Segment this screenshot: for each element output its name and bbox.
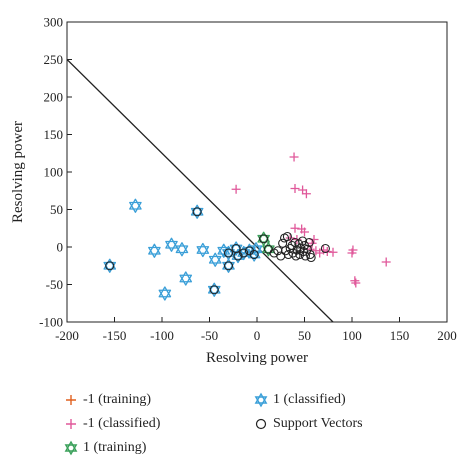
point-1-classified xyxy=(290,184,300,193)
point-1-classified xyxy=(290,223,300,233)
point-support-vectors xyxy=(209,285,219,295)
y-tick-label: 150 xyxy=(44,127,64,142)
point-1-classified xyxy=(175,242,189,257)
point-1-classified xyxy=(351,278,361,288)
x-tick-label: -100 xyxy=(150,328,174,343)
point-1-classified xyxy=(298,185,308,195)
y-tick-label: 0 xyxy=(57,240,64,255)
tick-labels: -200 -150 -100 -50 0 50 100 150 200 -100 -50 0 50 100… xyxy=(39,15,457,344)
point-1-classified xyxy=(322,247,332,256)
point-support-vectors xyxy=(239,248,249,258)
point-support-vectors xyxy=(282,231,292,242)
x-tick-label: 150 xyxy=(390,328,410,343)
point-support-vectors xyxy=(298,236,308,246)
point-1-training xyxy=(262,242,275,257)
point-1-classified xyxy=(301,189,311,199)
point-support-vectors xyxy=(223,248,234,258)
point-1-classified xyxy=(309,235,319,244)
point-support-vectors xyxy=(233,251,243,261)
point-1-classified xyxy=(165,237,178,252)
axis-ticks xyxy=(66,21,448,323)
x-tick-label: -200 xyxy=(55,328,79,343)
point-1-classified xyxy=(350,276,360,286)
point-1-classified xyxy=(381,257,391,267)
y-axis-title: Resolving power xyxy=(10,121,26,223)
point-support-vectors xyxy=(304,237,314,248)
x-tick-label: 0 xyxy=(254,328,261,343)
point-support-vectors xyxy=(223,261,234,271)
x-axis-title: Resolving power xyxy=(206,350,308,366)
point-1-classified xyxy=(348,245,358,255)
data-points xyxy=(103,152,391,301)
point-support-vectors xyxy=(300,251,311,261)
point-support-vectors xyxy=(306,252,316,263)
y-tick-label: 200 xyxy=(44,90,64,105)
point-1-classified xyxy=(179,271,193,286)
point-1-classified xyxy=(196,242,210,258)
point-1-classified xyxy=(311,246,321,256)
point-1-classified xyxy=(158,286,172,301)
point-support-vectors xyxy=(192,207,202,217)
y-tick-label: -100 xyxy=(39,315,63,330)
point-1-classified xyxy=(231,184,241,194)
plot-frame xyxy=(66,21,448,323)
point-support-vectors xyxy=(105,261,115,271)
decision-boundary-line xyxy=(67,59,334,322)
point-1-classified xyxy=(307,238,317,248)
point-1-classified xyxy=(328,247,338,257)
y-tick-label: 100 xyxy=(44,165,64,180)
point-1-training xyxy=(257,231,270,246)
y-tick-label: 300 xyxy=(44,15,64,30)
point-1-classified xyxy=(222,258,235,273)
point-support-vectors xyxy=(302,244,312,254)
point-1-classified xyxy=(319,245,328,255)
y-tick-label: -50 xyxy=(46,277,63,292)
x-tick-label: 50 xyxy=(298,328,311,343)
point-1-classified xyxy=(208,252,222,267)
point-1-classified xyxy=(285,233,295,243)
point-1-classified xyxy=(190,204,204,219)
point-1-classified xyxy=(207,282,221,297)
point-support-vectors xyxy=(320,243,330,254)
x-tick-label: 200 xyxy=(437,328,457,343)
point-1-classified xyxy=(289,152,299,162)
point-1-classified xyxy=(129,198,142,213)
y-tick-label: 250 xyxy=(44,52,64,67)
point-support-vectors xyxy=(259,234,269,244)
point-1-classified xyxy=(148,243,161,258)
x-tick-label: -50 xyxy=(201,328,218,343)
point-1-classified xyxy=(292,235,302,244)
y-tick-label: 50 xyxy=(50,202,63,217)
x-tick-label: 100 xyxy=(342,328,362,343)
point-1-classified xyxy=(300,227,309,237)
point-1-classified xyxy=(103,258,117,273)
x-tick-label: -150 xyxy=(103,328,127,343)
point-support-vectors xyxy=(249,249,259,260)
